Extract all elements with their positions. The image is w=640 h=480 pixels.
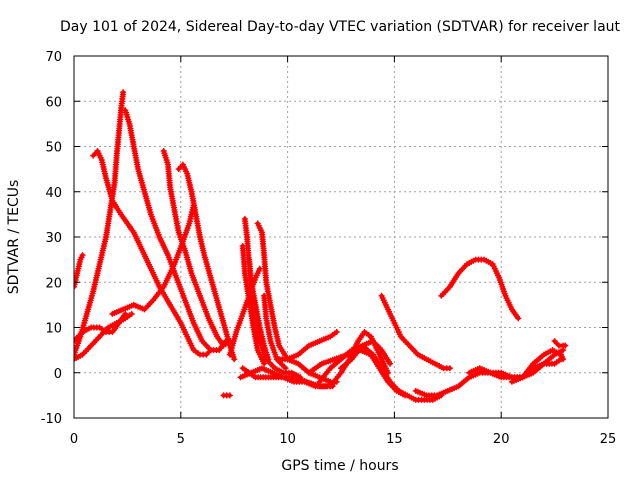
series-arc-7 <box>122 107 229 354</box>
y-tick-label: 20 <box>45 276 62 291</box>
plus-markers <box>254 220 334 385</box>
x-tick-label: 20 <box>493 432 510 447</box>
plus-markers <box>438 256 522 322</box>
series-arc-10 <box>220 392 233 399</box>
x-tick-label: 0 <box>70 432 78 447</box>
plus-markers <box>261 292 289 372</box>
x-tick-label: 10 <box>279 432 296 447</box>
plus-markers <box>175 161 238 363</box>
plus-markers <box>90 148 214 358</box>
plus-markers <box>74 252 86 290</box>
series-arc-29 <box>519 356 564 381</box>
series-arc-19 <box>273 329 340 363</box>
plus-markers <box>273 329 340 363</box>
chart-title: Day 101 of 2024, Sidereal Day-to-day VTE… <box>60 19 621 35</box>
series-arc-8 <box>160 148 233 349</box>
y-axis-label: SDTVAR / TECUs <box>6 180 22 295</box>
x-tick-label: 15 <box>386 432 403 447</box>
series-line <box>439 257 521 321</box>
data-series <box>74 89 569 403</box>
plus-markers <box>551 338 569 349</box>
series-arc-22 <box>306 347 409 399</box>
y-tick-label: -10 <box>41 412 62 427</box>
x-axis-label: GPS time / hours <box>281 458 398 474</box>
series-line <box>74 90 126 357</box>
x-tick-label: 25 <box>600 432 617 447</box>
series-arc-25 <box>412 369 535 399</box>
axis-ticks: 0 5 10 15 20 25 -10 0 10 20 30 40 50 60 70 <box>41 50 617 447</box>
series-arc-13 <box>239 243 268 367</box>
plus-markers <box>519 356 564 381</box>
plus-markers <box>74 89 127 358</box>
series-arc-14 <box>246 256 272 363</box>
plus-markers <box>74 310 135 363</box>
y-tick-label: 70 <box>45 50 62 65</box>
plus-markers <box>122 107 229 354</box>
grid <box>74 56 608 418</box>
plus-markers <box>160 148 233 349</box>
series-arc-5 <box>90 148 214 358</box>
y-tick-label: 30 <box>45 231 62 246</box>
plus-markers <box>246 256 272 363</box>
series-arc-3 <box>74 89 127 358</box>
series-arc-23 <box>338 338 394 372</box>
x-tick-label: 5 <box>177 432 185 447</box>
series-arc-9 <box>175 161 238 363</box>
y-tick-label: 10 <box>45 322 62 337</box>
plus-markers <box>338 338 394 372</box>
plus-markers <box>239 365 336 390</box>
series-arc-1 <box>74 252 86 290</box>
y-tick-label: 40 <box>45 186 62 201</box>
series-arc-4 <box>74 310 135 363</box>
series-arc-24 <box>378 292 453 372</box>
series-line <box>379 293 452 371</box>
y-tick-label: 60 <box>45 95 62 110</box>
y-tick-label: 0 <box>54 367 62 382</box>
series-arc-30 <box>551 338 569 349</box>
plus-markers <box>378 292 453 372</box>
y-tick-label: 50 <box>45 141 62 156</box>
plus-markers <box>239 243 268 367</box>
plus-markers <box>220 392 233 399</box>
series-arc-18 <box>239 365 336 390</box>
series-arc-26 <box>438 256 522 322</box>
